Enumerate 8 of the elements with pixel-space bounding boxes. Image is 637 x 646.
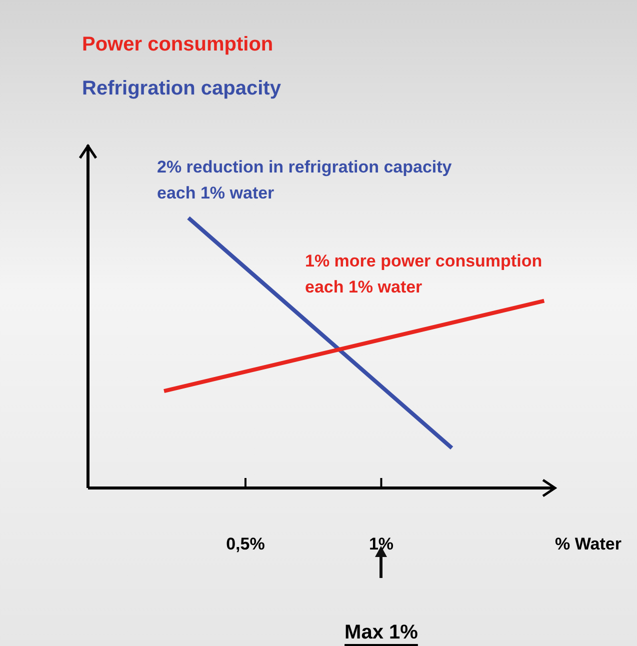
text: Refrigration capacity [82, 78, 282, 100]
text: 2% reduction in refrigration capacity each 1% water [157, 158, 452, 203]
text: Max 1% [344, 622, 418, 644]
text: Power consumption [82, 34, 274, 56]
x-axis-title: % Water [555, 534, 622, 554]
annotation: 1% more power consumption each 1% water [305, 252, 542, 297]
x-tick-label: 1% [368, 534, 394, 554]
x-tick-label: 0,5% [226, 534, 265, 554]
